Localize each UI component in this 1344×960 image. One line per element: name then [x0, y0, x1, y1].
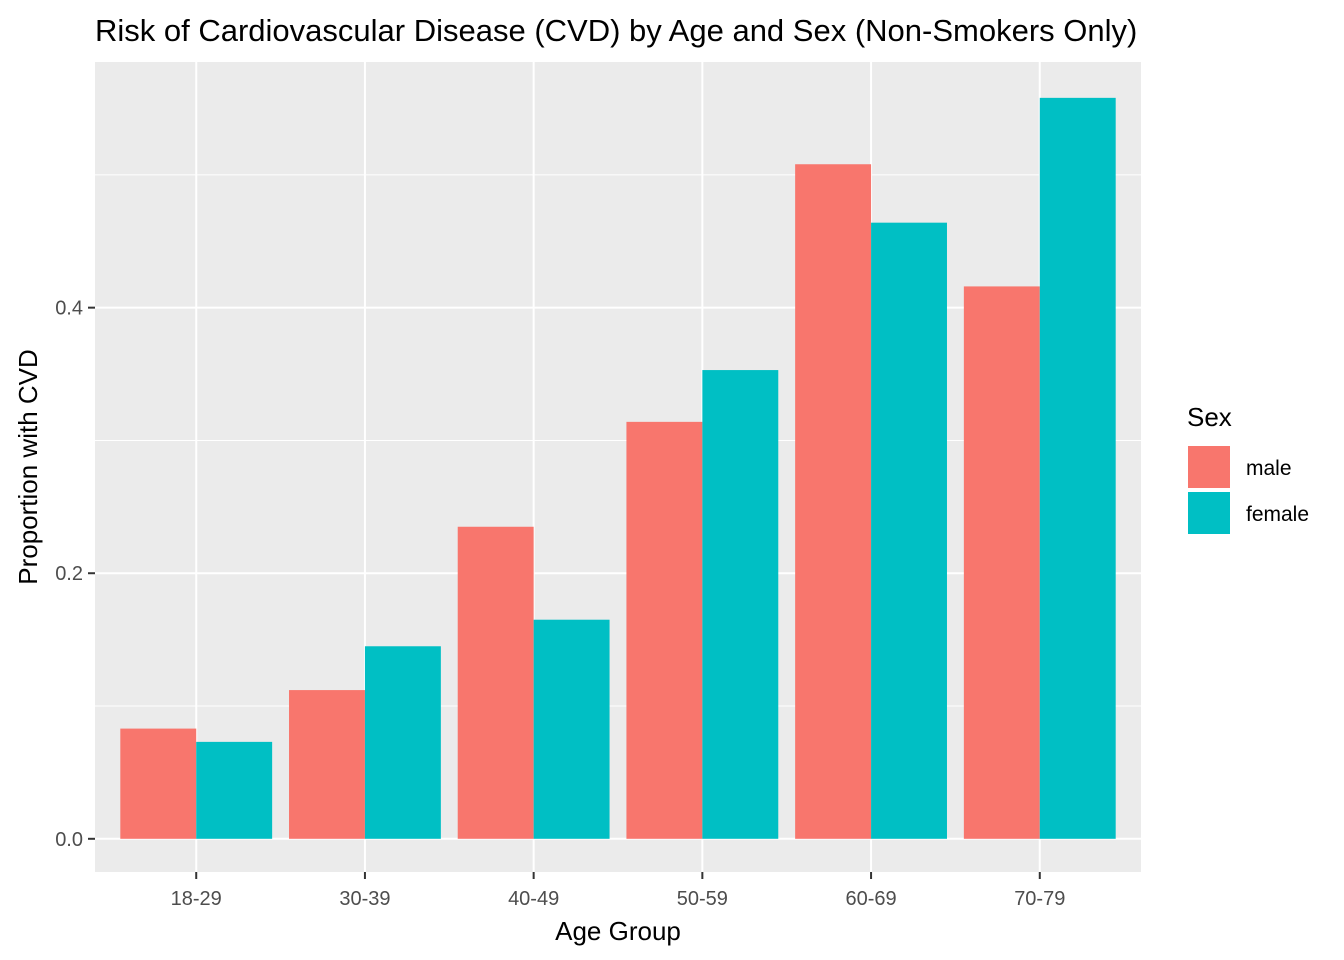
x-tick-label: 40-49: [508, 888, 559, 910]
bar-female-50-59: [702, 370, 779, 839]
legend: Sex male female: [1186, 402, 1309, 536]
legend-key-male: [1186, 444, 1232, 490]
x-tick-label: 60-69: [845, 888, 896, 910]
chart-title: Risk of Cardiovascular Disease (CVD) by …: [95, 13, 1137, 48]
legend-label-female: female: [1246, 503, 1309, 526]
bar-male-60-69: [795, 164, 872, 839]
legend-label-male: male: [1246, 457, 1292, 480]
y-axis-title: Proportion with CVD: [13, 349, 43, 585]
bars: [120, 97, 1116, 839]
x-tick-label: 50-59: [677, 888, 728, 910]
bar-female-30-39: [364, 646, 441, 839]
bar-male-50-59: [626, 421, 703, 839]
y-tick-label: 0.2: [55, 563, 83, 585]
legend-title: Sex: [1187, 402, 1232, 432]
x-tick-label: 18-29: [171, 888, 222, 910]
bar-male-40-49: [457, 526, 534, 839]
bar-female-40-49: [533, 619, 610, 839]
x-tick-label: 30-39: [339, 888, 390, 910]
legend-key-female: [1186, 490, 1232, 536]
bar-male-30-39: [289, 690, 365, 839]
x-tick-label: 70-79: [1014, 888, 1065, 910]
y-axis: 0.0 0.2 0.4: [55, 298, 95, 851]
bar-male-70-79: [963, 286, 1040, 839]
y-tick-label: 0.0: [55, 829, 83, 851]
bar-female-60-69: [871, 222, 947, 839]
bar-female-18-29: [196, 741, 273, 839]
bar-male-18-29: [120, 728, 197, 839]
x-axis: 18-29 30-39 40-49 50-59 60-69 70-79: [171, 872, 1065, 910]
x-axis-title: Age Group: [555, 916, 681, 946]
bar-female-70-79: [1039, 97, 1116, 839]
y-tick-label: 0.4: [55, 298, 83, 320]
